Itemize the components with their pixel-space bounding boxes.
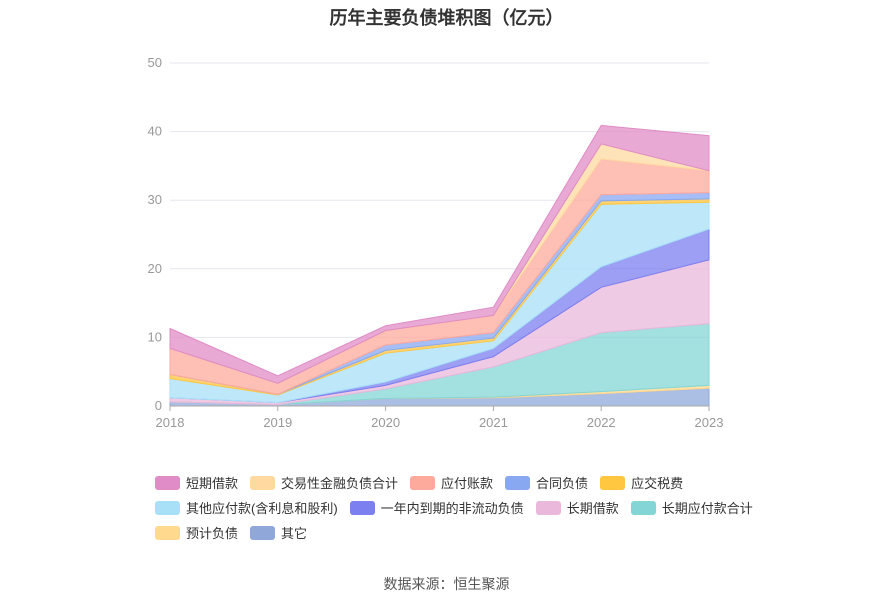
legend-label: 长期应付款合计 xyxy=(661,501,753,516)
x-tick-label: 2021 xyxy=(479,415,508,430)
y-tick-label: 10 xyxy=(148,329,162,344)
legend-row: 预计负债 其它 xyxy=(155,520,775,545)
area-series xyxy=(169,124,710,407)
legend-item[interactable]: 一年内到期的非流动负债 xyxy=(349,498,524,517)
legend-swatch xyxy=(535,500,561,515)
x-tick-label: 2019 xyxy=(263,415,292,430)
legend-row: 其他应付款(含利息和股利) 一年内到期的非流动负债 长期借款 长期应付款合计 xyxy=(155,495,775,520)
legend-swatch xyxy=(155,475,180,490)
y-tick-label: 40 xyxy=(148,124,162,139)
y-tick-label: 50 xyxy=(148,55,162,70)
x-tick-label: 2018 xyxy=(156,415,185,430)
legend-label: 一年内到期的非流动负债 xyxy=(380,501,524,516)
legend-item[interactable]: 其他应付款(含利息和股利) xyxy=(155,498,338,517)
legend-item[interactable]: 应交税费 xyxy=(600,473,683,492)
data-source: 数据来源：恒生聚源 xyxy=(383,576,510,592)
x-tick-label: 2022 xyxy=(587,415,616,430)
legend-swatch xyxy=(410,475,436,490)
legend-swatch xyxy=(155,500,180,515)
legend-swatch xyxy=(250,525,276,540)
legend-row: 短期借款 交易性金融负债合计 应付账款 合同负债 应交税费 xyxy=(155,470,775,495)
legend-item[interactable]: 长期应付款合计 xyxy=(630,498,753,517)
legend-item[interactable]: 应付账款 xyxy=(410,473,493,492)
legend-item[interactable]: 预计负债 xyxy=(155,523,238,542)
chart-title: 历年主要负债堆积图（亿元） xyxy=(329,8,564,28)
legend-label: 长期借款 xyxy=(566,501,619,516)
legend-swatch xyxy=(505,475,531,490)
x-tick-label: 2020 xyxy=(371,415,400,430)
area-短期借款[interactable] xyxy=(169,124,710,384)
legend-label: 交易性金融负债合计 xyxy=(281,476,399,491)
legend-item[interactable]: 交易性金融负债合计 xyxy=(250,473,398,492)
legend: 短期借款 交易性金融负债合计 应付账款 合同负债 应交税费其他应付款(含利息和股利) 一年… xyxy=(155,470,775,545)
legend-label: 短期借款 xyxy=(186,476,239,491)
legend-label: 应交税费 xyxy=(631,476,684,491)
y-tick-label: 30 xyxy=(148,192,162,207)
legend-swatch xyxy=(630,500,656,515)
legend-swatch xyxy=(600,475,626,490)
y-tick-label: 20 xyxy=(148,261,162,276)
legend-item[interactable]: 其它 xyxy=(250,523,307,542)
legend-label: 其他应付款(含利息和股利) xyxy=(186,501,338,516)
legend-item[interactable]: 长期借款 xyxy=(535,498,619,517)
legend-label: 其它 xyxy=(281,526,308,541)
x-tick-label: 2023 xyxy=(695,415,724,430)
legend-label: 预计负债 xyxy=(186,526,239,541)
y-tick-label: 0 xyxy=(155,398,162,413)
legend-swatch xyxy=(155,525,180,540)
legend-swatch xyxy=(250,475,276,490)
axes: 0 10 20 30 40 50 2018 2019 2020 2021 2022 2023 xyxy=(148,55,724,430)
legend-label: 合同负债 xyxy=(536,476,589,491)
legend-swatch xyxy=(349,500,375,515)
legend-item[interactable]: 合同负债 xyxy=(505,473,588,492)
legend-item[interactable]: 短期借款 xyxy=(155,473,238,492)
legend-label: 应付账款 xyxy=(441,476,494,491)
